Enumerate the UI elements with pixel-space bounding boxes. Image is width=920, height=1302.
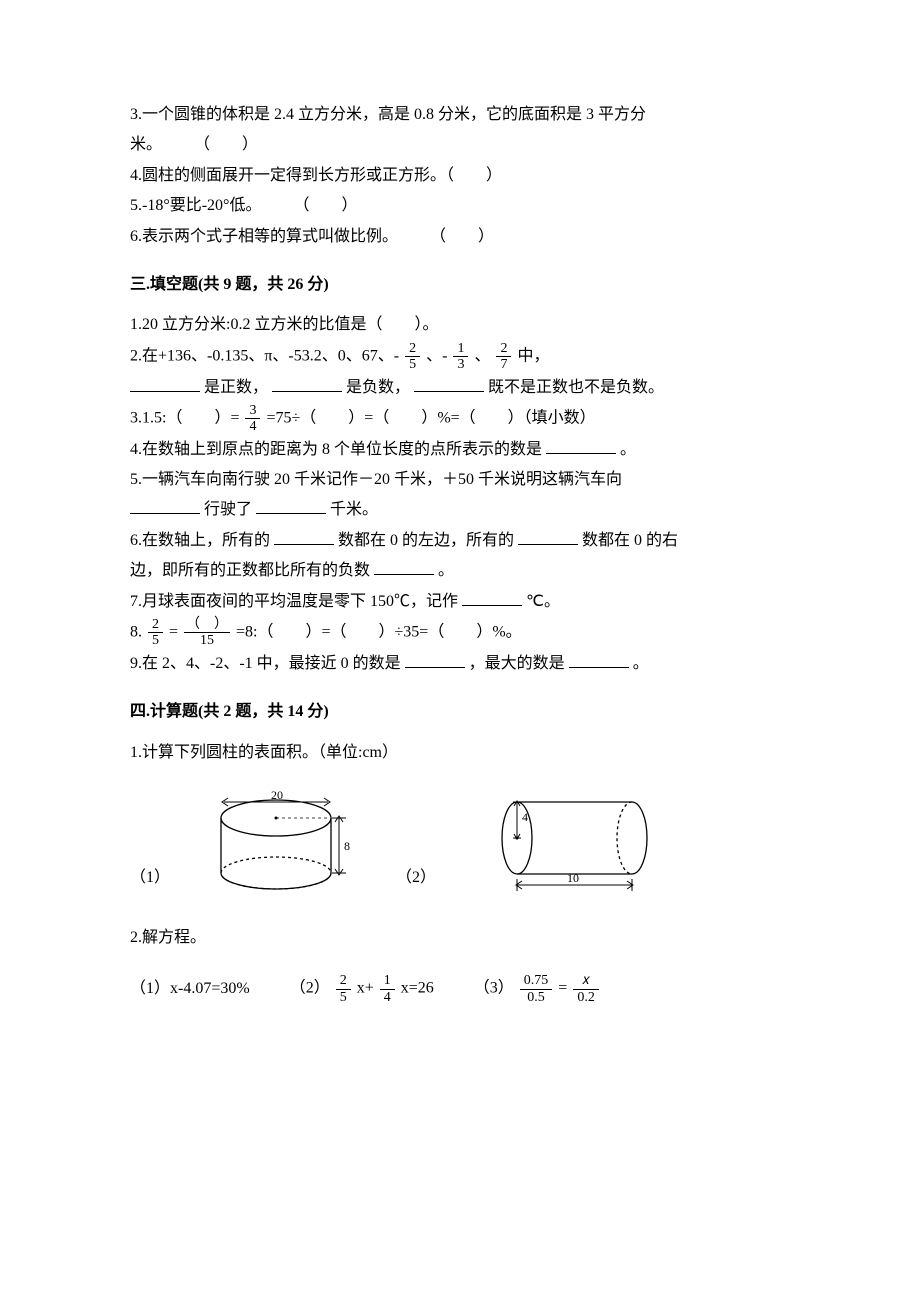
fill-q8-eq1: = xyxy=(169,624,178,641)
judgment-q4: 4.圆柱的侧面展开一定得到长方形或正方形。（ ） xyxy=(130,161,810,191)
fig1-label: （1） xyxy=(130,863,176,893)
fill-q9-text-b: ，最大的数是 xyxy=(469,655,565,672)
blank xyxy=(462,605,522,606)
fill-q6-text-d: 边，即所有的正数都比所有的负数 xyxy=(130,562,370,579)
fill-q2-text-f: 是负数， xyxy=(346,379,410,396)
blank xyxy=(256,513,326,514)
blank xyxy=(518,544,578,545)
blank xyxy=(272,391,342,392)
fill-q6-text-c: 数都在 0 的右 xyxy=(582,532,678,549)
blank xyxy=(374,574,434,575)
fill-q4-text: 4.在数轴上到原点的距离为 8 个单位长度的点所表示的数是 xyxy=(130,441,542,458)
fill-q2-line2: 是正数， 是负数， 既不是正数也不是负数。 xyxy=(130,373,810,403)
judgment-q3-line1: 3.一个圆锥的体积是 2.4 立方分米，高是 0.8 分米，它的底面积是 3 平… xyxy=(130,100,810,130)
blank xyxy=(130,391,200,392)
fig2-dim-4: 4 xyxy=(522,810,528,824)
fill-q5-line1: 5.一辆汽车向南行驶 20 千米记作－20 千米，＋50 千米说明这辆汽车向 xyxy=(130,465,810,495)
fraction-x-02: 𝑥0.2 xyxy=(573,973,599,1005)
fraction-2-5c: 25 xyxy=(336,973,351,1005)
fill-q5-text-b: 行驶了 xyxy=(204,501,252,518)
fill-q7-text-b: ℃。 xyxy=(526,593,560,610)
fraction-2-7: 27 xyxy=(496,341,511,373)
equation-1: （1）x-4.07=30% xyxy=(130,974,250,1004)
figures-row: （1） 20 8 （2） 4 10 xyxy=(130,788,810,893)
fraction-2-5: 25 xyxy=(405,341,420,373)
fill-q6-line1: 6.在数轴上，所有的 数都在 0 的左边，所有的 数都在 0 的右 xyxy=(130,526,810,556)
blank xyxy=(414,391,484,392)
fig2-label: （2） xyxy=(396,863,442,893)
fill-q2-text-a: 2.在+136、-0.135、π、-53.2、0、67、- xyxy=(130,347,399,364)
fill-q3-text-a: 3.1.5:（ ）= xyxy=(130,409,239,426)
calc-q1: 1.计算下列圆柱的表面积。（单位:cm） xyxy=(130,738,810,768)
fill-q3-text-b: =75÷（ ）=（ ）%=（ ）（填小数） xyxy=(266,409,595,426)
blank xyxy=(569,667,629,668)
section4-header: 四.计算题(共 2 题，共 14 分) xyxy=(130,697,810,727)
equation-row: （1）x-4.07=30% （2） 25 x+ 14 x=26 （3） 0.75… xyxy=(130,973,810,1005)
blank xyxy=(546,453,616,454)
fill-q8-text-c: =8:（ ）=（ ）÷35=（ ）%。 xyxy=(236,624,522,641)
fraction-2-5b: 25 xyxy=(148,617,163,649)
fraction-1-3: 13 xyxy=(453,341,468,373)
fill-q7-text-a: 7.月球表面夜间的平均温度是零下 150℃，记作 xyxy=(130,593,458,610)
fig2-dim-10: 10 xyxy=(567,871,579,885)
judgment-q5: 5.-18°要比-20°低。 （ ） xyxy=(130,191,810,221)
fill-q9-text-a: 9.在 2、4、-2、-1 中，最接近 0 的数是 xyxy=(130,655,401,672)
fraction-3-4: 34 xyxy=(245,403,260,435)
fig1-dim-20: 20 xyxy=(271,788,283,802)
fraction-1-4: 14 xyxy=(380,973,395,1005)
fill-q4: 4.在数轴上到原点的距离为 8 个单位长度的点所表示的数是 。 xyxy=(130,435,810,465)
section3-header: 三.填空题(共 9 题，共 26 分) xyxy=(130,270,810,300)
fill-q2-text-g: 既不是正数也不是负数。 xyxy=(488,379,664,396)
fill-q6-text-a: 6.在数轴上，所有的 xyxy=(130,532,270,549)
calc-q2: 2.解方程。 xyxy=(130,923,810,953)
fraction-075-05: 0.750.5 xyxy=(520,973,553,1005)
cylinder-figure-1: 20 8 xyxy=(216,788,356,893)
blank xyxy=(274,544,334,545)
fill-q4-end: 。 xyxy=(620,441,636,458)
fill-q6-text-b: 数都在 0 的左边，所有的 xyxy=(338,532,514,549)
fill-q2-text-c: 、 xyxy=(474,347,490,364)
fill-q3: 3.1.5:（ ）= 34 =75÷（ ）=（ ）%=（ ）（填小数） xyxy=(130,403,810,435)
fill-q2-text-e: 是正数， xyxy=(204,379,268,396)
fig1-dim-8: 8 xyxy=(344,839,350,853)
fill-q6-line2: 边，即所有的正数都比所有的负数 。 xyxy=(130,556,810,586)
fill-q8-text-a: 8. xyxy=(130,624,142,641)
fill-q2-text-d: 中， xyxy=(517,347,549,364)
fill-q9-text-c: 。 xyxy=(633,655,649,672)
judgment-q6: 6.表示两个式子相等的算式叫做比例。 （ ） xyxy=(130,222,810,252)
fill-q7: 7.月球表面夜间的平均温度是零下 150℃，记作 ℃。 xyxy=(130,587,810,617)
equation-2: （2） 25 x+ 14 x=26 xyxy=(290,973,434,1005)
fill-q5-line2: 行驶了 千米。 xyxy=(130,495,810,525)
fill-q9: 9.在 2、4、-2、-1 中，最接近 0 的数是 ，最大的数是 。 xyxy=(130,649,810,679)
blank xyxy=(405,667,465,668)
fill-q8: 8. 25 = （ ）15 =8:（ ）=（ ）÷35=（ ）%。 xyxy=(130,617,810,649)
fill-q1: 1.20 立方分米:0.2 立方米的比值是（ ）。 xyxy=(130,310,810,340)
fill-q2-line1: 2.在+136、-0.135、π、-53.2、0、67、- 25 、- 13 、… xyxy=(130,341,810,373)
blank xyxy=(130,513,200,514)
judgment-q3-line2: 米。 （ ） xyxy=(130,130,810,160)
equation-3: （3） 0.750.5 = 𝑥0.2 xyxy=(474,973,601,1005)
fill-q5-text-c: 千米。 xyxy=(330,501,378,518)
fill-q6-text-e: 。 xyxy=(438,562,454,579)
cylinder-figure-2: 4 10 xyxy=(482,793,657,893)
fraction-paren-15: （ ）15 xyxy=(184,617,230,649)
fill-q2-text-b: 、- xyxy=(426,347,447,364)
